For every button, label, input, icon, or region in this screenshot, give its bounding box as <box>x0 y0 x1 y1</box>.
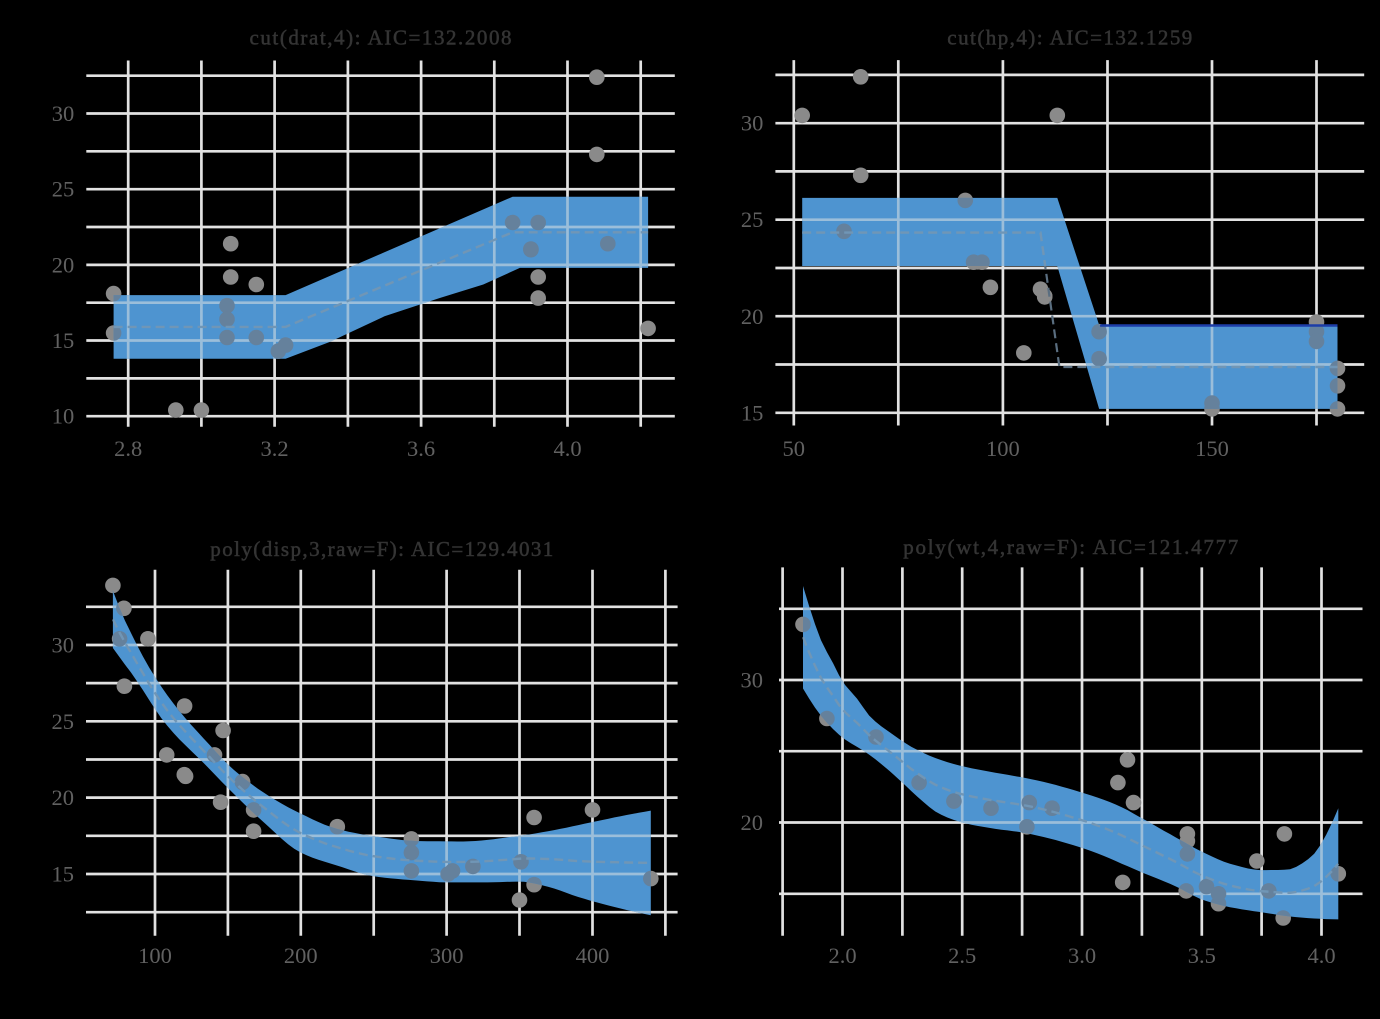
svg-text:100: 100 <box>138 943 172 968</box>
svg-text:30: 30 <box>741 668 764 693</box>
svg-text:30: 30 <box>52 633 75 658</box>
svg-text:25: 25 <box>741 207 764 232</box>
svg-text:15: 15 <box>741 400 764 425</box>
svg-text:100: 100 <box>986 436 1020 461</box>
svg-text:3.5: 3.5 <box>1188 943 1216 968</box>
svg-text:10: 10 <box>52 404 75 429</box>
svg-text:2.5: 2.5 <box>948 943 976 968</box>
svg-text:2.0: 2.0 <box>828 943 856 968</box>
svg-text:150: 150 <box>1195 436 1229 461</box>
svg-text:50: 50 <box>783 436 806 461</box>
svg-text:15: 15 <box>52 862 75 887</box>
svg-text:4.0: 4.0 <box>1307 943 1335 968</box>
svg-text:25: 25 <box>52 709 75 734</box>
svg-text:4.0: 4.0 <box>553 436 581 461</box>
svg-text:3.2: 3.2 <box>261 436 289 461</box>
svg-text:30: 30 <box>52 101 75 126</box>
svg-text:2.8: 2.8 <box>114 436 142 461</box>
svg-text:400: 400 <box>576 943 610 968</box>
svg-text:15: 15 <box>52 328 75 353</box>
svg-text:200: 200 <box>284 943 318 968</box>
svg-text:cut(hp,4): AIC=132.1259: cut(hp,4): AIC=132.1259 <box>947 26 1192 50</box>
svg-text:poly(wt,4,raw=F): AIC=121.4777: poly(wt,4,raw=F): AIC=121.4777 <box>903 535 1238 559</box>
svg-text:20: 20 <box>741 304 764 329</box>
svg-text:20: 20 <box>52 252 75 277</box>
svg-text:30: 30 <box>741 111 764 136</box>
svg-text:cut(drat,4): AIC=132.2008: cut(drat,4): AIC=132.2008 <box>250 26 512 50</box>
svg-text:poly(disp,3,raw=F): AIC=129.40: poly(disp,3,raw=F): AIC=129.4031 <box>210 537 553 561</box>
svg-text:20: 20 <box>52 785 75 810</box>
svg-text:20: 20 <box>741 810 764 835</box>
svg-text:25: 25 <box>52 177 75 202</box>
svg-text:300: 300 <box>430 943 464 968</box>
svg-text:3.0: 3.0 <box>1068 943 1096 968</box>
svg-text:3.6: 3.6 <box>407 436 435 461</box>
